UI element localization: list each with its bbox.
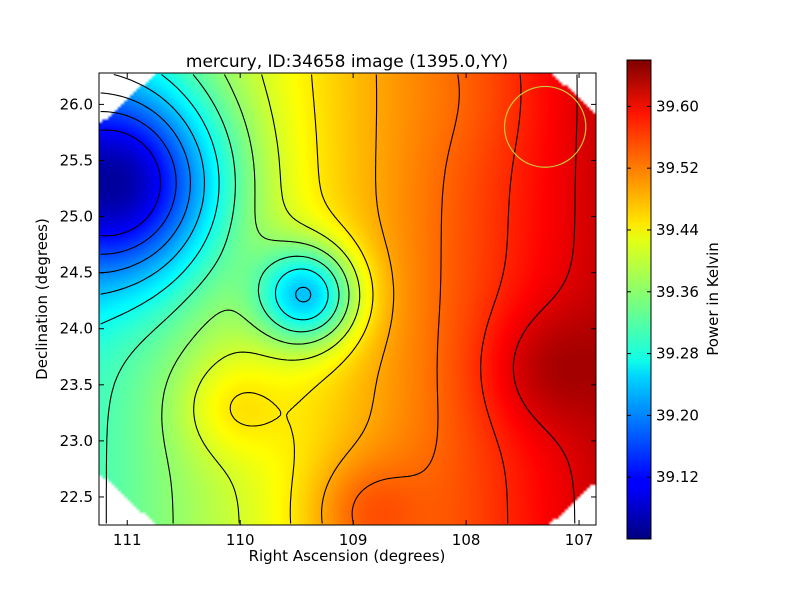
colorbar-label: Power in Kelvin: [704, 242, 722, 356]
colorbar-tick-label: 39.12: [656, 468, 699, 486]
colorbar-tick-label: 39.44: [656, 221, 699, 239]
x-axis-label: Right Ascension (degrees): [249, 547, 446, 565]
colorbar-gradient: [627, 60, 651, 539]
y-tick-label: 25.5: [60, 151, 93, 169]
colorbar-tick-label: 39.28: [656, 345, 699, 363]
y-tick-label: 23.0: [60, 432, 93, 450]
colorbar: 39.12 39.20 39.28 39.36 39.44 39.52 39.60 Powe…: [627, 60, 722, 539]
y-tick-label: 24.0: [60, 320, 93, 338]
y-tick-label: 25.0: [60, 208, 93, 226]
y-tick-label: 23.5: [60, 376, 93, 394]
colorbar-tick-label: 39.52: [656, 159, 699, 177]
x-tick-label: 111: [113, 531, 142, 549]
colorbar-tick-label: 39.36: [656, 283, 699, 301]
y-tick-label: 22.5: [60, 488, 93, 506]
plot-area: [99, 73, 596, 525]
y-tick-label: 24.5: [60, 264, 93, 282]
y-tick-label: 26.0: [60, 95, 93, 113]
y-axis-label: Declination (degrees): [33, 218, 51, 380]
heatmap-image: [99, 73, 596, 525]
colorbar-tick-label: 39.60: [656, 97, 699, 115]
colorbar-tick-label: 39.20: [656, 406, 699, 424]
chart-title: mercury, ID:34658 image (1395.0,YY): [186, 52, 508, 72]
x-tick-label: 108: [452, 531, 481, 549]
x-tick-label: 107: [565, 531, 594, 549]
